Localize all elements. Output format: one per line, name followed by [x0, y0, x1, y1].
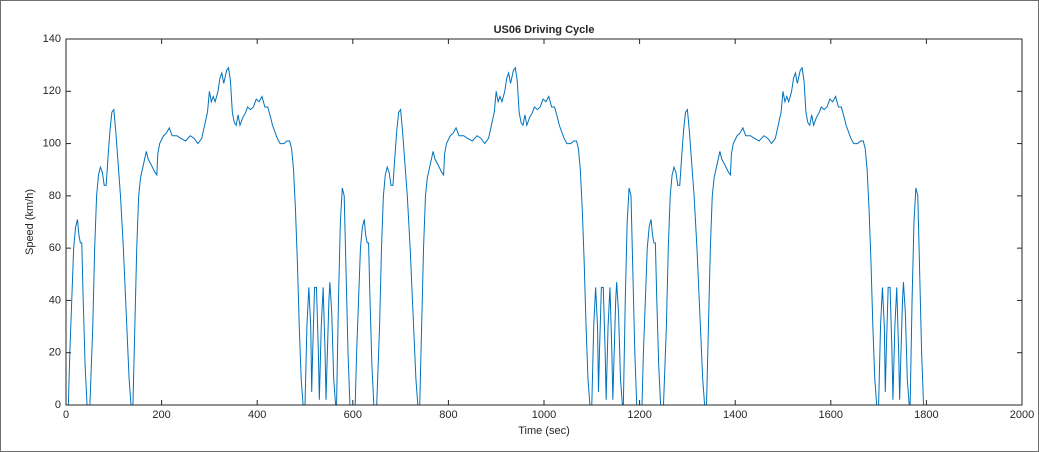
x-tick-label: 1400 — [723, 409, 747, 421]
y-tick-label: 120 — [43, 85, 61, 97]
y-axis-label: Speed (km/h) — [24, 189, 36, 255]
x-tick-label: 1200 — [627, 409, 651, 421]
y-tick-label: 100 — [43, 137, 61, 149]
y-tick-label: 40 — [49, 294, 61, 306]
x-tick-label: 600 — [344, 409, 362, 421]
x-tick-label: 400 — [248, 409, 266, 421]
x-tick-label: 1800 — [914, 409, 938, 421]
y-tick-label: 80 — [49, 190, 61, 202]
x-tick-label: 200 — [152, 409, 170, 421]
x-tick-label: 0 — [63, 409, 69, 421]
x-tick-label: 1000 — [532, 409, 556, 421]
x-tick-label: 2000 — [1010, 409, 1034, 421]
x-tick-label: 800 — [439, 409, 457, 421]
y-tick-label: 20 — [49, 347, 61, 359]
y-tick-label: 140 — [43, 33, 61, 45]
y-tick-label: 0 — [55, 399, 61, 411]
x-axis-label: Time (sec) — [518, 425, 570, 437]
x-tick-label: 1600 — [819, 409, 843, 421]
data-line — [66, 66, 927, 406]
axes-box — [65, 38, 1023, 406]
chart-title: US06 Driving Cycle — [494, 24, 595, 36]
y-tick-label: 60 — [49, 242, 61, 254]
